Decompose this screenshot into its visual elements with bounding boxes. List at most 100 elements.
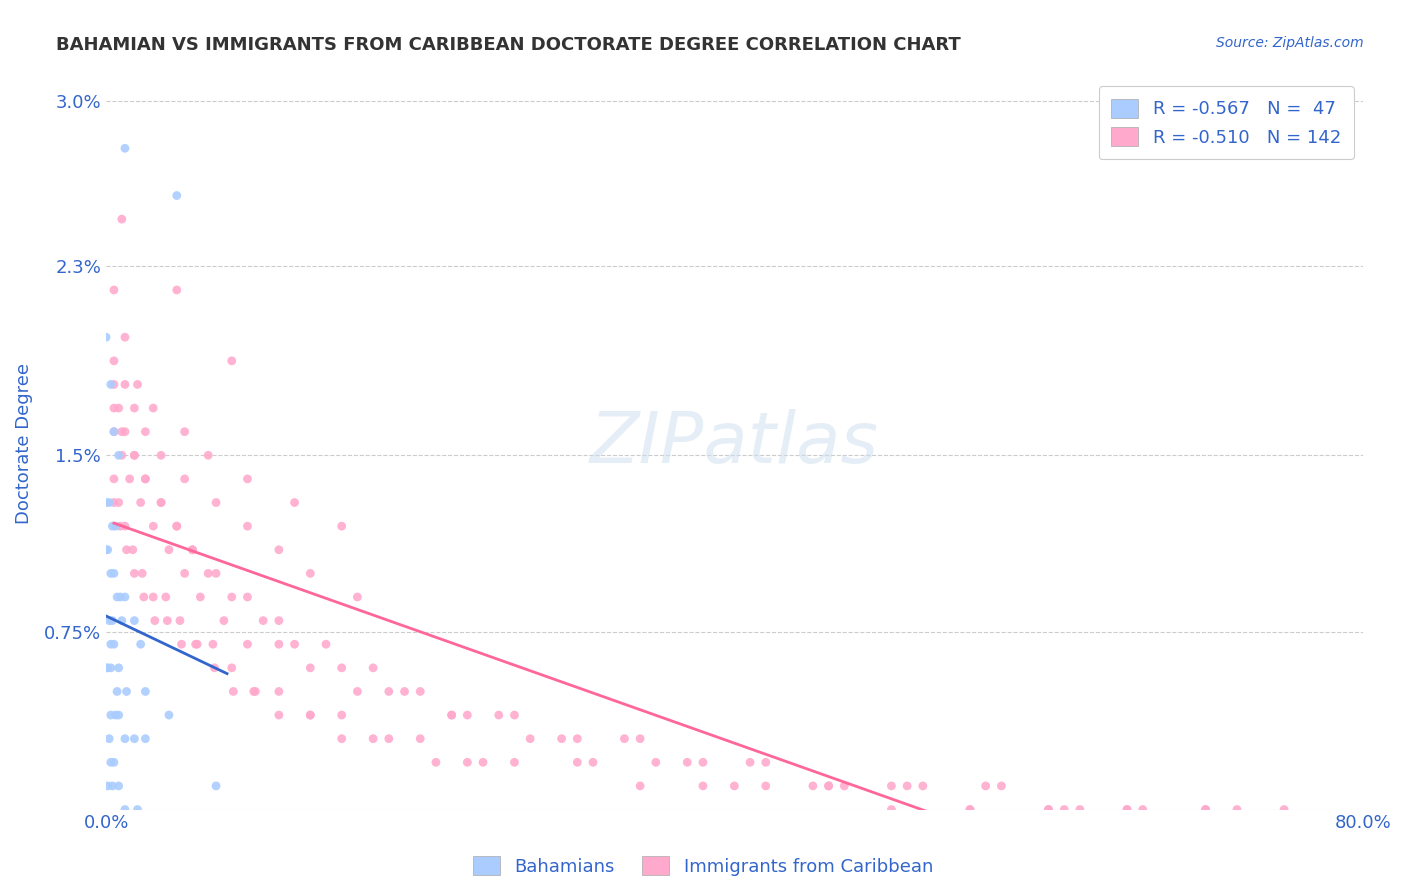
Point	[252, 614, 274, 628]
Point	[1116, 803, 1139, 817]
Point	[1132, 803, 1154, 817]
Point	[267, 684, 290, 698]
Point	[267, 614, 290, 628]
Point	[409, 684, 432, 698]
Point	[205, 566, 228, 581]
Point	[103, 472, 125, 486]
Point	[107, 779, 129, 793]
Point	[97, 661, 120, 675]
Point	[103, 637, 125, 651]
Point	[409, 731, 432, 746]
Point	[124, 614, 146, 628]
Point	[567, 756, 589, 770]
Point	[155, 590, 177, 604]
Point	[184, 637, 207, 651]
Point	[181, 542, 204, 557]
Point	[834, 779, 856, 793]
Point	[236, 637, 259, 651]
Point	[100, 708, 122, 723]
Point	[114, 141, 136, 155]
Point	[361, 731, 384, 746]
Point	[188, 590, 211, 604]
Point	[127, 803, 149, 817]
Point	[103, 401, 125, 415]
Point	[166, 519, 188, 533]
Point	[911, 779, 934, 793]
Point	[205, 495, 228, 509]
Point	[1038, 803, 1060, 817]
Point	[134, 472, 156, 486]
Point	[880, 803, 903, 817]
Point	[134, 731, 156, 746]
Point	[1053, 803, 1076, 817]
Point	[173, 566, 195, 581]
Point	[94, 542, 117, 557]
Point	[104, 708, 127, 723]
Point	[582, 756, 605, 770]
Point	[115, 684, 138, 698]
Point	[143, 614, 166, 628]
Point	[129, 495, 152, 509]
Point	[97, 779, 120, 793]
Point	[361, 661, 384, 675]
Point	[236, 590, 259, 604]
Point	[103, 756, 125, 770]
Point	[103, 425, 125, 439]
Point	[124, 566, 146, 581]
Point	[124, 448, 146, 462]
Point	[94, 330, 117, 344]
Point	[242, 684, 264, 698]
Point	[134, 425, 156, 439]
Point	[107, 448, 129, 462]
Point	[114, 425, 136, 439]
Point	[105, 590, 128, 604]
Point	[738, 756, 761, 770]
Point	[236, 472, 259, 486]
Point	[519, 731, 541, 746]
Point	[267, 542, 290, 557]
Legend: R = -0.567   N =  47, R = -0.510   N = 142: R = -0.567 N = 47, R = -0.510 N = 142	[1098, 87, 1354, 160]
Point	[472, 756, 495, 770]
Point	[100, 661, 122, 675]
Point	[330, 731, 353, 746]
Point	[1038, 803, 1060, 817]
Point	[330, 661, 353, 675]
Point	[114, 330, 136, 344]
Point	[157, 708, 180, 723]
Point	[134, 472, 156, 486]
Point	[755, 779, 778, 793]
Point	[121, 542, 143, 557]
Point	[801, 779, 824, 793]
Text: Source: ZipAtlas.com: Source: ZipAtlas.com	[1216, 36, 1364, 50]
Point	[105, 684, 128, 698]
Point	[110, 519, 132, 533]
Point	[100, 377, 122, 392]
Point	[142, 590, 165, 604]
Point	[201, 637, 224, 651]
Point	[628, 779, 651, 793]
Point	[723, 779, 745, 793]
Point	[284, 637, 307, 651]
Point	[299, 661, 322, 675]
Point	[110, 590, 132, 604]
Point	[111, 614, 134, 628]
Point	[197, 448, 219, 462]
Point	[166, 188, 188, 202]
Point	[567, 731, 589, 746]
Point	[150, 448, 173, 462]
Point	[330, 708, 353, 723]
Point	[346, 684, 368, 698]
Point	[990, 779, 1012, 793]
Point	[132, 590, 155, 604]
Point	[173, 472, 195, 486]
Point	[186, 637, 208, 651]
Point	[115, 542, 138, 557]
Point	[114, 731, 136, 746]
Point	[676, 756, 699, 770]
Point	[150, 495, 173, 509]
Point	[503, 708, 526, 723]
Point	[284, 495, 307, 509]
Point	[166, 283, 188, 297]
Point	[267, 637, 290, 651]
Point	[204, 661, 226, 675]
